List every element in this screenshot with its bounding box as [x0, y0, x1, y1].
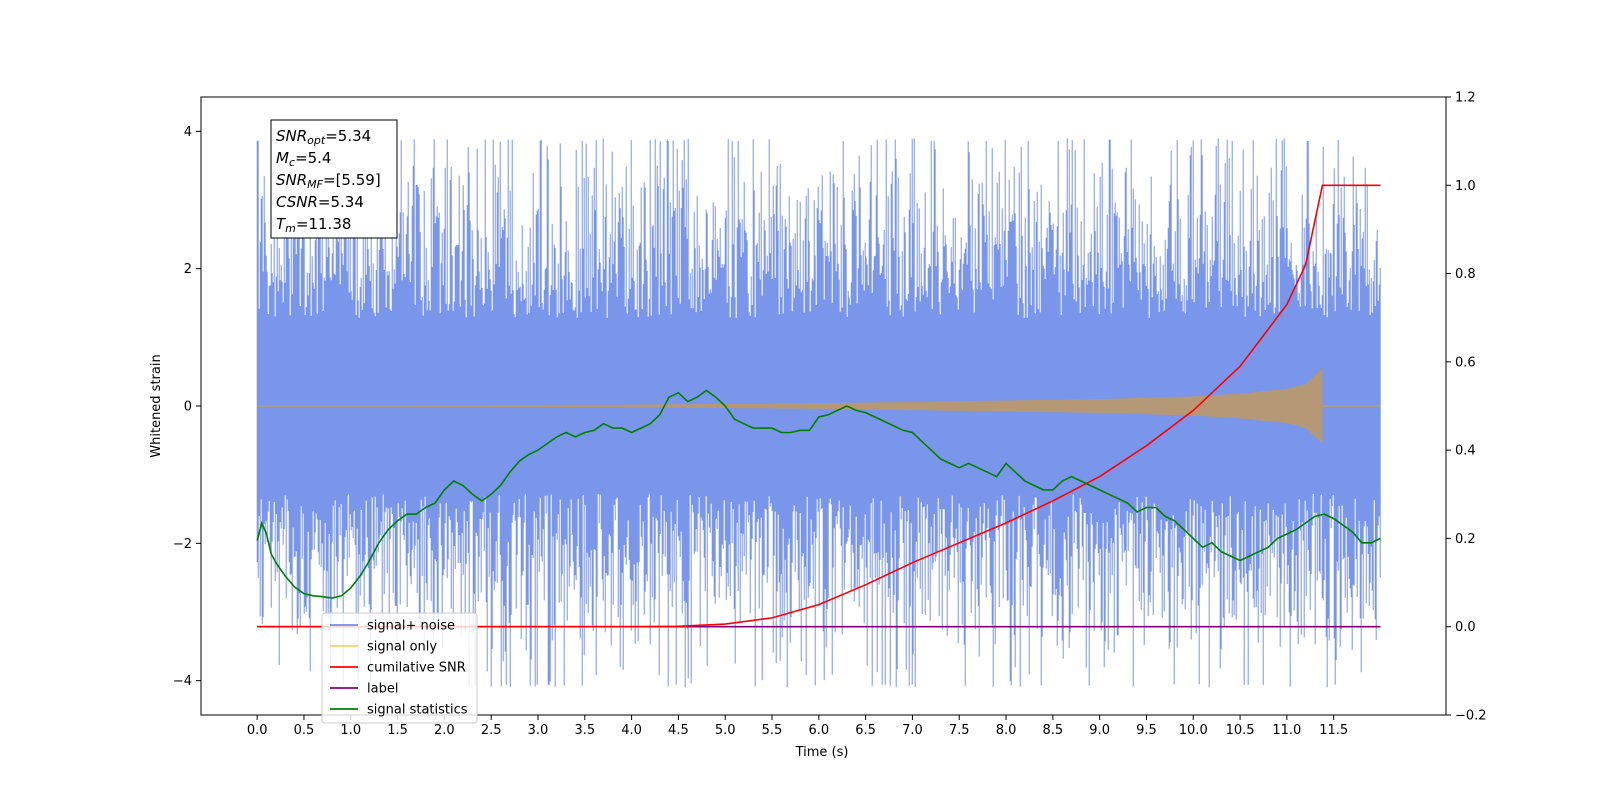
- y-right-tick-label: 1.2: [1455, 91, 1476, 106]
- x-tick-label: 2.0: [434, 723, 455, 738]
- series-signal-statistics: [256, 389, 1381, 599]
- annotation-merger-time: Tm=11.38: [276, 215, 351, 235]
- annotation-box: SNRopt=5.34 Mc=5.4 SNRMF=[5.59] CSNR=5.3…: [270, 119, 398, 239]
- series-layer: [256, 138, 1381, 688]
- legend-label: signal only: [367, 640, 437, 655]
- x-axis-label: Time (s): [795, 745, 849, 760]
- x-tick-label: 0.5: [294, 723, 315, 738]
- x-tick-label: 1.5: [387, 723, 408, 738]
- x-tick-label: 3.0: [528, 723, 549, 738]
- x-tick-label: 2.5: [481, 723, 502, 738]
- y-left-tick-label: 2: [184, 262, 192, 277]
- x-tick-label: 6.0: [808, 723, 829, 738]
- x-tick-label: 1.0: [340, 723, 361, 738]
- x-tick-label: 5.0: [715, 723, 736, 738]
- series-signal-noise: [256, 138, 1381, 688]
- x-tick-label: 9.0: [1089, 723, 1110, 738]
- y-left-tick-label: −2: [173, 537, 192, 552]
- x-tick-label: 0.0: [247, 723, 268, 738]
- x-tick-label: 8.0: [996, 723, 1017, 738]
- y-right-tick-label: −0.2: [1455, 709, 1487, 724]
- y-left-tick-label: 4: [184, 125, 192, 140]
- series-cumulative-snr: [257, 184, 1381, 628]
- x-tick-label: 10.5: [1226, 723, 1255, 738]
- y-axis-right: −0.2 0.0 0.2 0.4 0.6 0.8 1.0 1.2: [1446, 91, 1487, 724]
- y-right-tick-label: 0.8: [1455, 267, 1476, 282]
- annotation-csnr: CSNR=5.34: [276, 193, 364, 211]
- legend-frame: [321, 612, 478, 724]
- y-axis-label-left: Whitened strain: [149, 354, 164, 457]
- x-tick-label: 7.5: [949, 723, 970, 738]
- annotation-snr-mf: SNRMF=[5.59]: [276, 171, 381, 191]
- annotation-chirp-mass: Mc=5.4: [276, 149, 331, 169]
- y-right-tick-label: 0.4: [1455, 444, 1476, 459]
- x-tick-label: 9.5: [1136, 723, 1157, 738]
- legend-label: label: [367, 682, 398, 697]
- plot-area: [200, 96, 1447, 716]
- legend-label: signal+ noise: [367, 619, 455, 634]
- y-right-tick-label: 1.0: [1455, 179, 1476, 194]
- annotation-snr-opt: SNRopt=5.34: [276, 127, 371, 147]
- x-tick-label: 11.0: [1272, 723, 1301, 738]
- x-tick-label: 8.5: [1042, 723, 1063, 738]
- y-right-tick-label: 0.6: [1455, 355, 1476, 370]
- x-tick-label: 11.5: [1319, 723, 1348, 738]
- y-left-tick-label: 0: [184, 400, 192, 415]
- x-tick-label: 7.0: [902, 723, 923, 738]
- x-tick-label: 10.0: [1179, 723, 1208, 738]
- x-tick-label: 4.5: [668, 723, 689, 738]
- y-left-tick-label: −4: [173, 674, 192, 689]
- legend-label: signal statistics: [367, 703, 468, 718]
- x-tick-label: 5.5: [762, 723, 783, 738]
- y-right-tick-label: 0.0: [1455, 620, 1476, 635]
- x-tick-label: 6.5: [855, 723, 876, 738]
- x-tick-label: 4.0: [621, 723, 642, 738]
- annotation-frame: [270, 119, 398, 239]
- legend: signal+ noise signal only cumilative SNR la…: [321, 612, 478, 724]
- x-tick-label: 3.5: [574, 723, 595, 738]
- x-axis: 0.0 0.5 1.0 1.5 2.0 2.5 3.0 3.5 4.0 4.5 5.0 5.5 6.0 6…: [247, 715, 1348, 738]
- legend-label: cumilative SNR: [367, 661, 466, 676]
- y-axis-left: −4 −2 0 2 4: [173, 125, 201, 689]
- y-right-tick-label: 0.2: [1455, 532, 1476, 547]
